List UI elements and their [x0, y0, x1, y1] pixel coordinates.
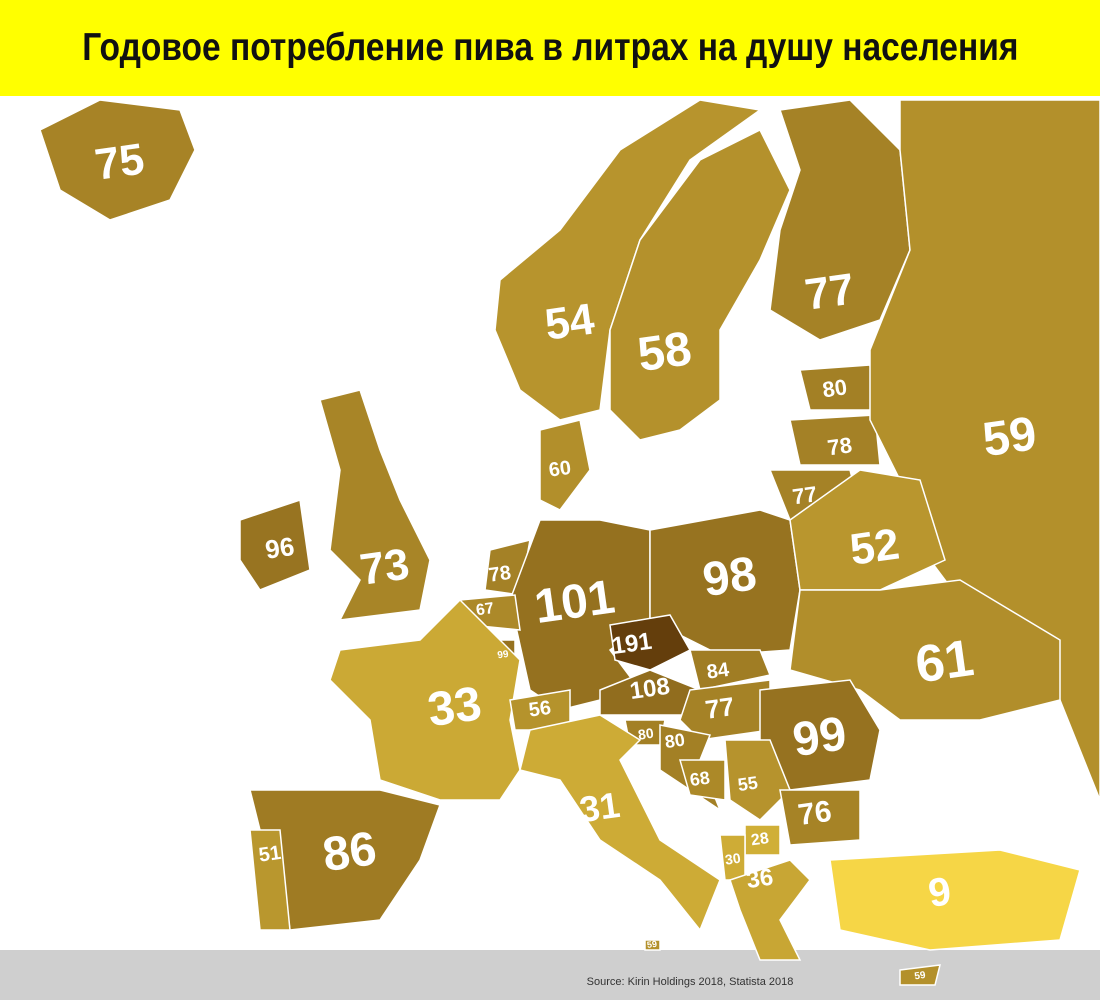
value-label: 31	[577, 784, 622, 830]
value-label: 101	[531, 570, 618, 634]
region	[779, 789, 861, 846]
region	[729, 859, 811, 961]
value-label: 54	[542, 294, 598, 349]
value-label: 99	[497, 649, 510, 662]
value-label: 75	[92, 134, 147, 189]
value-label: 30	[724, 850, 742, 868]
value-label: 80	[821, 374, 849, 402]
region	[679, 679, 771, 741]
region	[609, 614, 692, 671]
region	[644, 939, 661, 951]
value-label: 96	[263, 531, 296, 565]
value-label: 77	[802, 264, 857, 319]
region	[249, 829, 291, 931]
value-label: 78	[826, 432, 854, 460]
value-label: 108	[628, 673, 671, 705]
value-label: 68	[689, 767, 712, 790]
region	[899, 964, 941, 986]
value-label: 59	[646, 939, 657, 950]
value-label: 80	[637, 725, 655, 743]
region	[689, 649, 772, 691]
title-banner: Годовое потребление пива в литрах на душ…	[0, 0, 1100, 96]
value-label: 98	[699, 547, 759, 607]
value-label: 56	[527, 697, 552, 722]
value-label: 73	[357, 539, 412, 594]
value-label: 99	[789, 707, 849, 767]
value-label: 77	[791, 481, 819, 509]
title: Годовое потребление пива в литрах на душ…	[81, 26, 1019, 69]
region	[509, 519, 651, 711]
source: Source: Kirin Holdings 2018, Statista 20…	[587, 976, 794, 988]
value-label: 58	[634, 322, 694, 382]
region	[609, 128, 791, 441]
value-label: 61	[912, 629, 977, 694]
value-label: 33	[424, 677, 484, 737]
region	[789, 579, 1061, 721]
value-label: 77	[703, 691, 736, 725]
value-label: 55	[737, 772, 760, 795]
region	[519, 714, 721, 932]
value-label: 59	[979, 407, 1039, 467]
value-label: 78	[487, 562, 512, 587]
value-label: 36	[745, 864, 775, 894]
value-label: 51	[257, 842, 282, 867]
region	[539, 419, 591, 511]
value-label: 191	[610, 628, 653, 660]
value-label: 76	[796, 795, 834, 832]
value-label: 60	[547, 457, 572, 482]
region	[329, 598, 521, 801]
region	[239, 499, 311, 591]
region	[789, 414, 881, 466]
value-label: 84	[705, 659, 731, 684]
value-label: 67	[475, 600, 495, 619]
region	[829, 849, 1081, 951]
value-label: 59	[914, 970, 927, 983]
region	[39, 99, 196, 221]
value-label: 86	[319, 822, 379, 882]
region	[319, 389, 431, 621]
value-label: 28	[750, 830, 770, 849]
region	[724, 739, 791, 821]
value-label: 80	[664, 729, 687, 752]
region	[679, 759, 726, 801]
value-label: 52	[847, 519, 902, 574]
region	[769, 99, 911, 341]
